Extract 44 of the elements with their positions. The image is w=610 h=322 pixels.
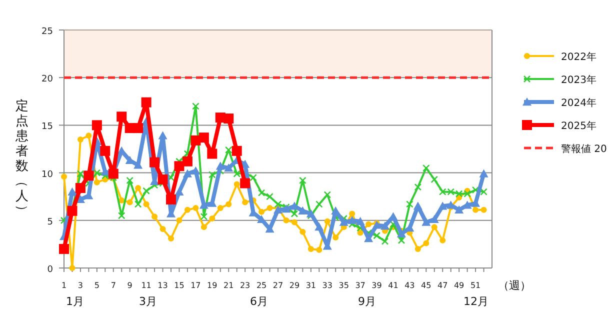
x-tick-label: 49 <box>454 281 464 290</box>
y-tick-label: 20 <box>42 74 54 85</box>
x-tick-label: 13 <box>158 281 168 290</box>
legend-label: 2025年 <box>561 120 596 132</box>
x-tick-label: 19 <box>207 281 218 290</box>
x-tick-label: 11 <box>141 281 152 290</box>
x-tick-label: 1 <box>61 281 67 290</box>
x-tick-label: 5 <box>94 281 100 290</box>
legend-label: 2024年 <box>561 97 596 109</box>
x-tick-label: 15 <box>174 281 184 290</box>
x-tick-label: 3 <box>78 281 84 290</box>
y-tick-label: 10 <box>42 170 54 180</box>
x-tick-label: 43 <box>404 281 415 290</box>
x-tick-label: 47 <box>438 281 448 290</box>
x-tick-label: 31 <box>306 281 316 290</box>
y-tick-label: 25 <box>42 27 53 37</box>
x-tick-label: 25 <box>256 281 267 290</box>
text: 3月 <box>139 295 157 308</box>
x-tick-label: 7 <box>110 281 116 290</box>
x-tick-label: 23 <box>240 281 250 290</box>
y-tick-label: 5 <box>47 217 53 228</box>
y-tick-label: 15 <box>42 122 53 132</box>
x-tick-label: 51 <box>470 281 481 290</box>
legend-label: 2023年 <box>561 74 596 86</box>
text: 12月 <box>464 295 488 308</box>
x-tick-label: 17 <box>190 281 201 290</box>
x-tick-label: 37 <box>355 281 366 290</box>
x-tick-label: 29 <box>289 281 300 290</box>
y-tick-label: 0 <box>47 265 54 275</box>
text: 6月 <box>250 295 268 308</box>
text: 9月 <box>358 295 376 308</box>
legend-label: 2022年 <box>561 51 596 63</box>
x-tick-label: 41 <box>388 281 398 290</box>
x-tick-label: 27 <box>272 281 284 290</box>
x-tick-label: 45 <box>421 281 432 290</box>
x-tick-label: 9 <box>127 281 132 290</box>
x-tick-label: 39 <box>372 281 382 290</box>
text: 1月 <box>66 295 84 308</box>
y-axis-title: 定点患者数（人） <box>14 99 29 218</box>
x-tick-label: 35 <box>338 281 349 290</box>
x-tick-label: 33 <box>322 281 332 290</box>
legend-label: 警報値 20 <box>561 143 607 155</box>
x-tick-label: 21 <box>224 281 234 290</box>
x-axis-title: （週） <box>498 279 531 292</box>
